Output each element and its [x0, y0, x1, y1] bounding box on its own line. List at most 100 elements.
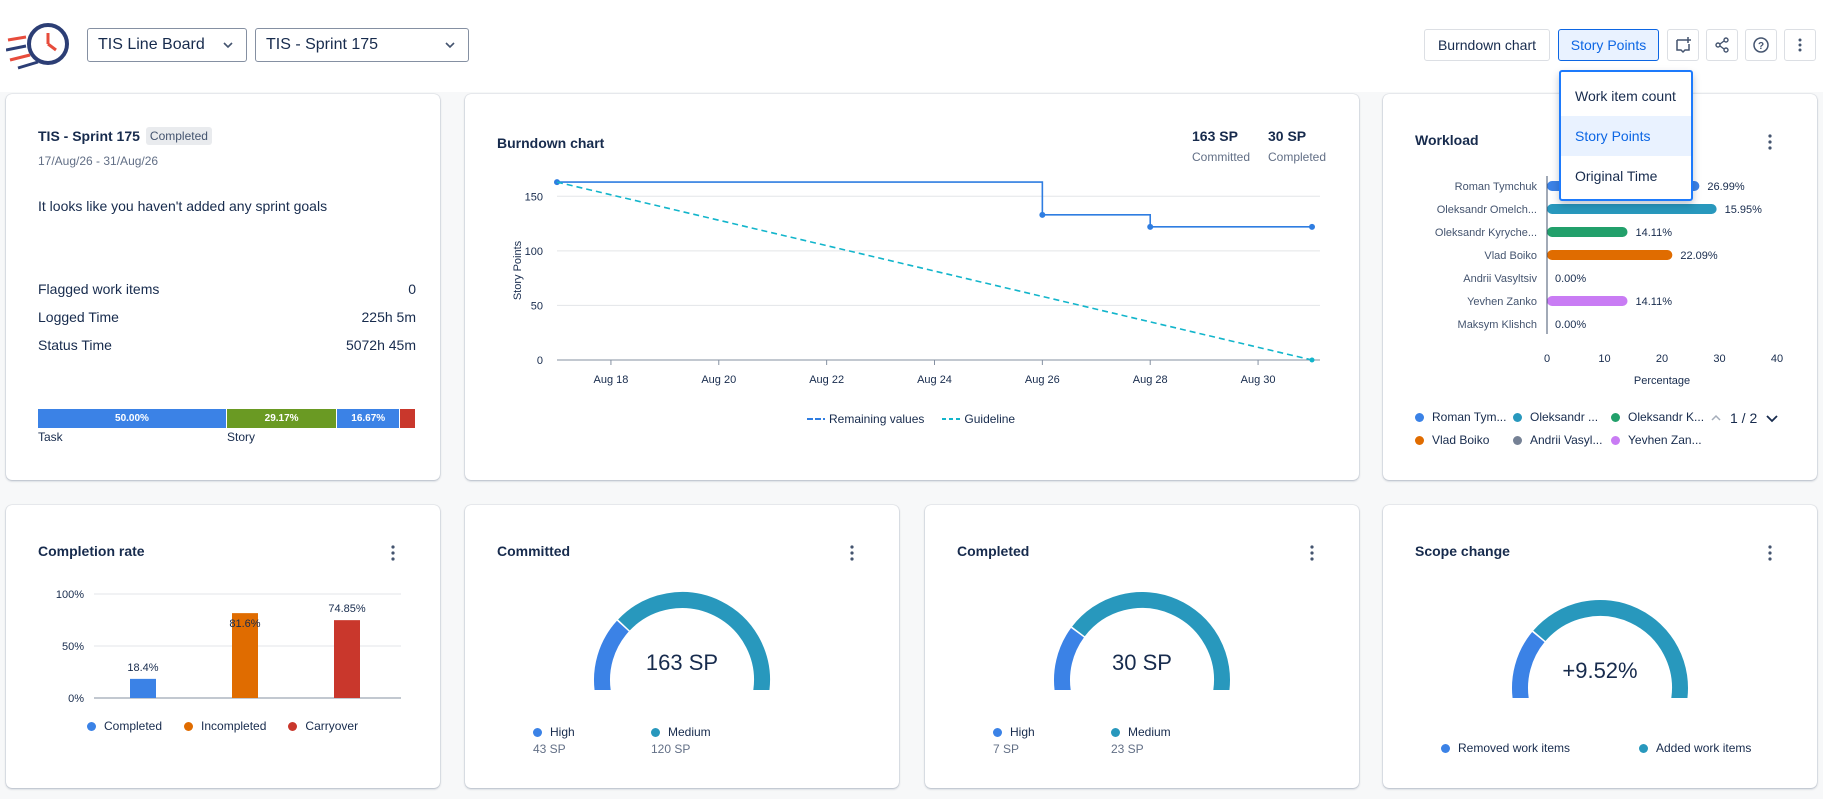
issue-bar-segment[interactable]: 29.17% [227, 409, 338, 428]
legend-label: Medium [668, 725, 711, 739]
stat-label: Logged Time [38, 309, 119, 325]
completion-legend-item[interactable]: Incompleted [184, 719, 266, 733]
chevron-down-icon [223, 42, 233, 49]
completion-bar [130, 678, 156, 698]
burndown-chart-button[interactable]: Burndown chart [1424, 29, 1550, 61]
workload-bar [1547, 227, 1628, 237]
committed-label: Committed [1192, 150, 1251, 164]
workload-legend-item[interactable]: Oleksandr ... [1513, 410, 1598, 424]
workload-value-label: 26.99% [1707, 181, 1745, 193]
workload-legend: Roman Tym... Oleksandr ... Oleksandr K... V… [1415, 410, 1795, 460]
gauge-segment-primary [1512, 631, 1545, 698]
x-axis-label: Percentage [1634, 375, 1690, 387]
more-icon[interactable] [383, 543, 403, 563]
workload-legend-item[interactable]: Vlad Boiko [1415, 433, 1489, 447]
data-point [1039, 211, 1046, 218]
stat-row-status-time: Status Time 5072h 45m [38, 337, 416, 353]
workload-legend-item[interactable]: Oleksandr K... [1611, 410, 1704, 424]
workload-legend-item[interactable]: Andrii Vasyl... [1513, 433, 1602, 447]
legend-dot [87, 721, 96, 731]
workload-value-label: 0.00% [1555, 319, 1586, 331]
legend-remaining[interactable]: Remaining values [829, 412, 925, 426]
burndown-title: Burndown chart [497, 135, 605, 151]
workload-category-label: Vlad Boiko [1484, 250, 1537, 262]
burndown-card: Burndown chart 163 SP Committed 30 SP Co… [465, 94, 1359, 480]
committed-value: 163 SP [1192, 128, 1238, 144]
legend-guideline[interactable]: Guideline [964, 412, 1016, 426]
medium-dot [1111, 727, 1120, 737]
sprint-dates: 17/Aug/26 - 31/Aug/26 [38, 154, 159, 168]
add-widget-icon [1676, 37, 1691, 54]
more-options-button[interactable] [1784, 29, 1816, 61]
committed-card: Committed 163 SP High 43 SP Medium 120 S… [465, 505, 899, 788]
gauge-segment-secondary [618, 592, 770, 690]
add-widget-button[interactable] [1667, 29, 1699, 61]
workload-value-label: 0.00% [1555, 273, 1586, 285]
metric-select-button[interactable]: Story Points [1558, 29, 1659, 61]
menu-item-work-item-count[interactable]: Work item count [1575, 88, 1676, 104]
workload-title: Workload [1415, 132, 1479, 148]
workload-legend-item[interactable]: Yevhen Zan... [1611, 433, 1702, 447]
workload-category-label: Maksym Klishch [1458, 319, 1537, 331]
menu-item-original-time[interactable]: Original Time [1575, 168, 1658, 184]
bar-value-label: 81.6% [229, 618, 260, 630]
share-button[interactable] [1706, 29, 1738, 61]
completion-rate-card: Completion rate 0% 50% 100% 18.4% 81.6% 74.85… [6, 505, 440, 788]
y-axis-label: Story Points [512, 240, 524, 300]
legend-dot [1513, 412, 1522, 422]
workload-category-label: Andrii Vasyltsiv [1463, 273, 1537, 285]
completion-chart: 0% 50% 100% 18.4% 81.6% 74.85% [56, 589, 401, 705]
legend-label: Removed work items [1458, 741, 1571, 755]
legend-label: Vlad Boiko [1432, 433, 1490, 447]
chevron-up-icon[interactable] [1710, 412, 1722, 424]
legend-high: High 43 SP [533, 725, 575, 756]
legend-medium: Medium 120 SP [651, 725, 711, 756]
more-icon[interactable] [842, 543, 862, 563]
legend-label: Oleksandr ... [1530, 410, 1599, 424]
x-tick-label: 10 [1598, 353, 1610, 365]
workload-category-label: Oleksandr Kyryche... [1435, 227, 1537, 239]
data-point [554, 179, 560, 186]
sprint-goals-text: It looks like you haven't added any spri… [38, 198, 328, 214]
sprint-select-value: TIS - Sprint 175 [266, 36, 379, 53]
legend-high: High 7 SP [993, 725, 1035, 756]
x-tick-label: Aug 26 [1025, 374, 1060, 386]
completed-label: Completed [1268, 150, 1327, 164]
menu-item-story-points[interactable]: Story Points [1561, 116, 1691, 156]
y-tick-label: 50% [62, 641, 84, 653]
workload-value-label: 14.11% [1636, 296, 1673, 308]
chevron-down-icon[interactable] [1765, 412, 1779, 424]
legend-value: 7 SP [993, 742, 1020, 756]
legend-dot [1611, 435, 1620, 445]
issue-type-captions: Task Story [38, 430, 416, 446]
y-tick-label: 100% [56, 589, 84, 601]
help-button[interactable]: ? [1745, 29, 1777, 61]
workload-category-label: Yevhen Zanko [1467, 296, 1537, 308]
legend-label: Incompleted [201, 719, 267, 733]
board-select[interactable]: TIS Line Board [87, 28, 247, 62]
issue-bar-segment[interactable]: 16.67% [337, 409, 401, 428]
scope-gauge-value: +9.52% [1562, 658, 1638, 683]
metric-dropdown-menu: Work item count Story Points Original Ti… [1559, 70, 1693, 201]
issue-bar-segment[interactable]: 50.00% [38, 409, 227, 428]
stat-label: Flagged work items [38, 281, 160, 297]
issue-bar-segment[interactable] [400, 409, 416, 428]
workload-legend-item[interactable]: Roman Tym... [1415, 410, 1506, 424]
more-icon[interactable] [1760, 543, 1780, 563]
gauge-segment-primary [594, 620, 629, 690]
completion-legend-item[interactable]: Carryover [288, 719, 358, 733]
sprint-select[interactable]: TIS - Sprint 175 [255, 28, 469, 62]
issue-bar-caption: Story [227, 430, 256, 444]
more-icon [1798, 38, 1802, 52]
data-point [1309, 223, 1315, 230]
legend-label: High [1010, 725, 1035, 739]
x-tick-label: Aug 24 [917, 374, 952, 386]
completion-legend-item[interactable]: Completed [87, 719, 162, 733]
more-icon[interactable] [1302, 543, 1322, 563]
app-logo-icon [6, 23, 69, 70]
more-icon[interactable] [1760, 132, 1780, 152]
legend-label: Carryover [305, 719, 359, 733]
y-tick-label: 0% [68, 693, 84, 705]
completed-gauge-value: 30 SP [1112, 650, 1172, 675]
board-select-value: TIS Line Board [98, 36, 205, 53]
